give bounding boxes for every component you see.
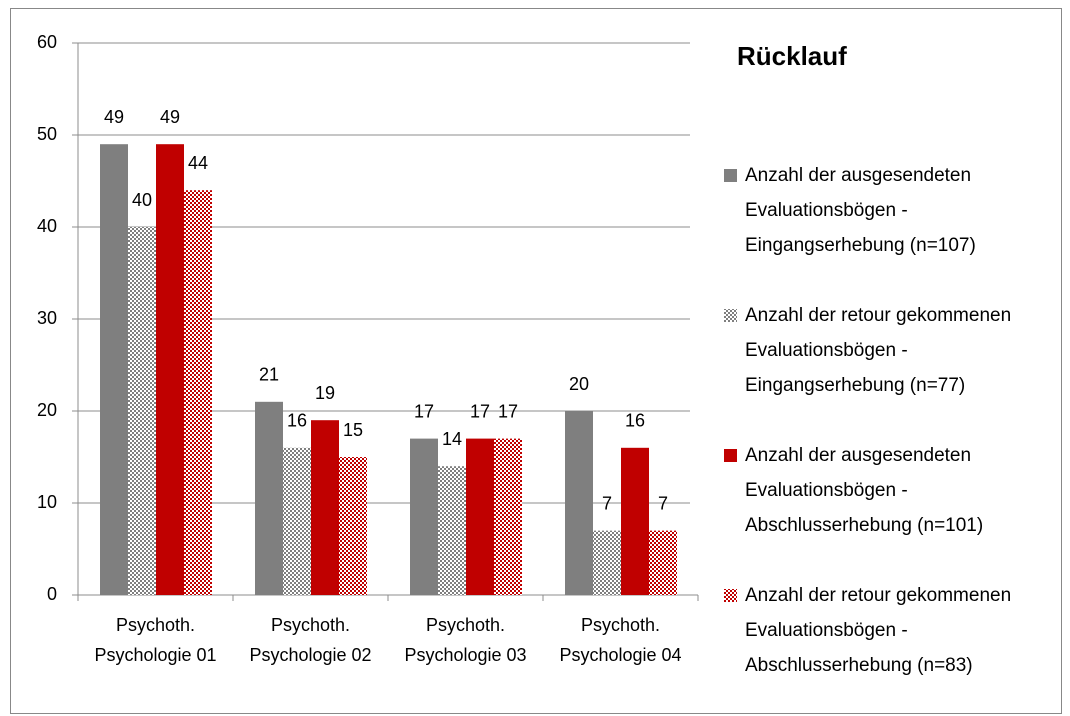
- legend-label: Anzahl der ausgesendeten Evaluationsböge…: [745, 165, 976, 256]
- data-label: 17: [498, 401, 518, 421]
- legend-marker: [724, 449, 737, 462]
- y-tick-label: 0: [47, 584, 57, 604]
- x-tick-label: Psychoth. Psychologie 04: [559, 615, 682, 665]
- data-label: 49: [104, 107, 124, 127]
- y-tick-label: 30: [37, 308, 57, 328]
- chart-border: [10, 8, 1062, 714]
- bar: [283, 447, 311, 595]
- data-label: 16: [287, 411, 307, 431]
- legend-marker: [724, 309, 737, 322]
- bar: [466, 438, 494, 595]
- data-label: 40: [132, 190, 152, 210]
- bar: [649, 530, 677, 595]
- data-label: 19: [315, 383, 335, 403]
- bar: [339, 457, 367, 595]
- data-label: 14: [442, 429, 462, 449]
- bar: [438, 466, 466, 595]
- chart-title: Rücklauf: [737, 41, 847, 71]
- bar: [494, 438, 522, 595]
- legend-marker: [724, 169, 737, 182]
- y-tick-label: 50: [37, 124, 57, 144]
- data-label: 16: [625, 411, 645, 431]
- x-tick-label: Psychoth. Psychologie 02: [249, 615, 372, 665]
- bar: [184, 190, 212, 595]
- data-label: 49: [160, 107, 180, 127]
- bar: [410, 438, 438, 595]
- legend-marker: [724, 589, 737, 602]
- legend-label: Anzahl der retour gekommenen Evaluations…: [745, 305, 1012, 396]
- bar: [255, 401, 283, 595]
- data-label: 7: [602, 493, 612, 513]
- bar: [156, 144, 184, 595]
- bar: [593, 530, 621, 595]
- y-tick-label: 10: [37, 492, 57, 512]
- data-label: 7: [658, 493, 668, 513]
- bar: [621, 447, 649, 595]
- data-label: 15: [343, 420, 363, 440]
- bar: [311, 420, 339, 595]
- data-label: 44: [188, 153, 208, 173]
- legend-label: Anzahl der ausgesendeten Evaluationsböge…: [745, 445, 984, 536]
- data-label: 17: [414, 401, 434, 421]
- data-label: 21: [259, 365, 279, 385]
- data-label: 20: [569, 374, 589, 394]
- bar: [100, 144, 128, 595]
- bar: [128, 227, 156, 595]
- x-tick-label: Psychoth. Psychologie 03: [404, 615, 527, 665]
- bar: [565, 411, 593, 595]
- x-tick-label: Psychoth. Psychologie 01: [94, 615, 217, 665]
- y-tick-label: 60: [37, 32, 57, 52]
- legend-label: Anzahl der retour gekommenen Evaluations…: [745, 585, 1012, 676]
- y-tick-label: 40: [37, 216, 57, 236]
- y-tick-label: 20: [37, 400, 57, 420]
- data-label: 17: [470, 401, 490, 421]
